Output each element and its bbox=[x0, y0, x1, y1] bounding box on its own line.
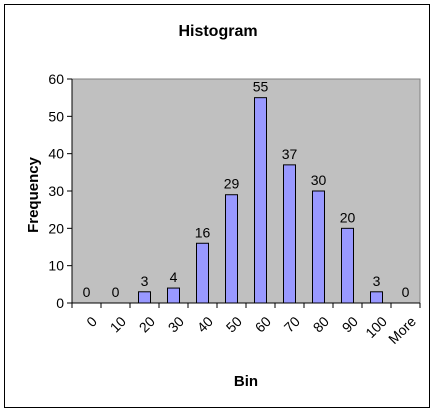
y-tick-label: 60 bbox=[48, 71, 64, 87]
x-tick-label: 0 bbox=[83, 313, 100, 330]
x-tick-label: 70 bbox=[281, 313, 303, 335]
bar-value-label: 16 bbox=[195, 224, 211, 240]
y-tick-label: 30 bbox=[48, 183, 64, 199]
y-tick-label: 40 bbox=[48, 146, 64, 162]
bar bbox=[138, 291, 151, 304]
y-tick-label: 0 bbox=[56, 295, 64, 311]
x-tick-label: 80 bbox=[310, 313, 332, 335]
x-tick-label: 90 bbox=[339, 313, 361, 335]
bar bbox=[312, 190, 325, 304]
bar-value-label: 30 bbox=[311, 172, 327, 188]
y-tick-label: 10 bbox=[48, 258, 64, 274]
bar-value-label: 29 bbox=[224, 176, 240, 192]
chart-title: Histogram bbox=[178, 23, 257, 40]
x-tick-label: 30 bbox=[165, 313, 187, 335]
y-axis-label: Frequency bbox=[25, 156, 42, 233]
bar-value-label: 0 bbox=[83, 284, 91, 300]
bar-value-label: 55 bbox=[253, 79, 269, 95]
bar bbox=[196, 242, 209, 304]
y-axis-ticks: 0 10 20 30 40 50 60 bbox=[48, 71, 72, 311]
x-tick-label: 50 bbox=[223, 313, 245, 335]
bar bbox=[254, 97, 267, 304]
bar-value-label: 3 bbox=[373, 273, 381, 289]
bar-value-label: 20 bbox=[340, 209, 356, 225]
x-tick-label: 20 bbox=[136, 313, 158, 335]
y-tick-label: 50 bbox=[48, 108, 64, 124]
bar-value-label: 3 bbox=[141, 273, 149, 289]
x-axis-label: Bin bbox=[234, 373, 258, 390]
x-tick-label: 10 bbox=[107, 313, 129, 335]
y-tick-label: 20 bbox=[48, 220, 64, 236]
x-tick-label: More bbox=[385, 313, 419, 347]
bar bbox=[283, 164, 296, 304]
plot-area bbox=[71, 78, 421, 304]
bar-value-label: 37 bbox=[282, 146, 298, 162]
x-tick-label: 60 bbox=[252, 313, 274, 335]
bar bbox=[370, 291, 383, 304]
x-tick-label: 40 bbox=[194, 313, 216, 335]
bar bbox=[167, 287, 180, 304]
bar-value-label: 4 bbox=[170, 269, 178, 285]
bar bbox=[341, 227, 354, 304]
bar bbox=[225, 194, 238, 304]
bar-value-label: 0 bbox=[402, 284, 410, 300]
bar-value-label: 0 bbox=[112, 284, 120, 300]
